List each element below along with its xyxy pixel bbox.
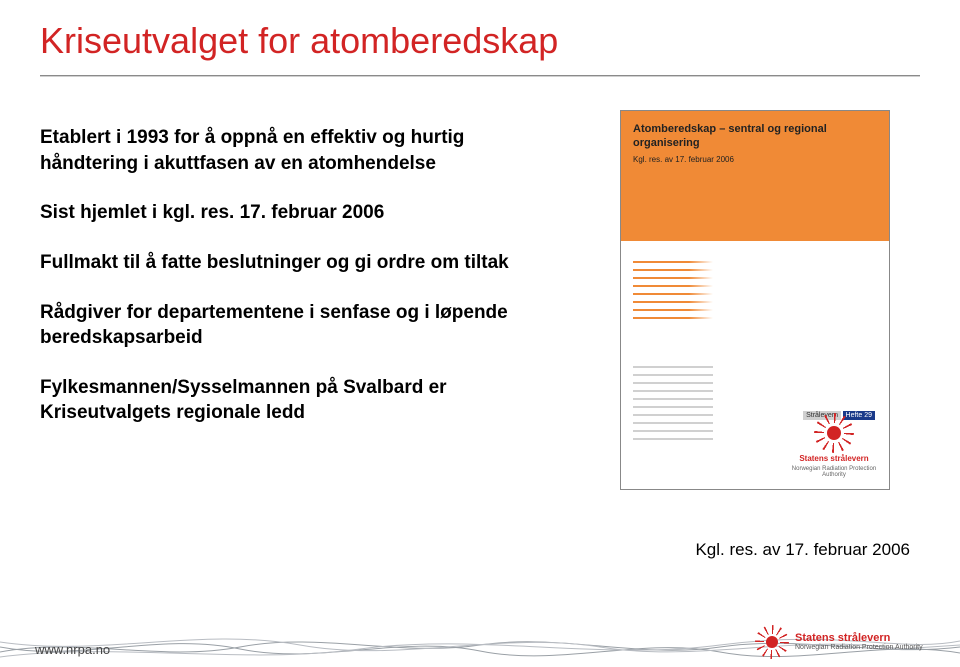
content-block: Etablert i 1993 for å oppnå en effektiv … <box>40 125 540 450</box>
thumbnail-header: Atomberedskap – sentral og regional orga… <box>621 111 889 241</box>
footer-url: www.nrpa.no <box>35 642 110 657</box>
bullet-2: Sist hjemlet i kgl. res. 17. februar 200… <box>40 200 540 226</box>
thumbnail-org-sub: Norwegian Radiation Protection Authority <box>789 466 879 479</box>
thumbnail-subtitle: Kgl. res. av 17. februar 2006 <box>633 155 734 164</box>
document-thumbnail: Atomberedskap – sentral og regional orga… <box>620 110 890 490</box>
footer-logo: Statens strålevern Norwegian Radiation P… <box>755 623 935 661</box>
thumbnail-org-name: Statens strålevern <box>789 455 879 464</box>
footer-org-sub: Norwegian Radiation Protection Authority <box>795 644 923 651</box>
bullet-1: Etablert i 1993 for å oppnå en effektiv … <box>40 125 540 176</box>
thumbnail-logo: Statens strålevern Norwegian Radiation P… <box>789 413 879 479</box>
thumbnail-title: Atomberedskap – sentral og regional orga… <box>633 123 889 151</box>
thumbnail-caption: Kgl. res. av 17. februar 2006 <box>695 540 910 560</box>
sun-icon <box>755 625 789 659</box>
title-underline <box>40 75 920 77</box>
slide: Kriseutvalget for atomberedskap Etablert… <box>0 0 960 667</box>
bullet-3: Fullmakt til å fatte beslutninger og gi … <box>40 250 540 276</box>
thumbnail-decorative-lines <box>633 261 713 325</box>
sun-icon <box>814 413 854 453</box>
footer-org-name: Statens strålevern <box>795 633 923 645</box>
bullet-5: Fylkesmannen/Sysselmannen på Svalbard er… <box>40 375 540 426</box>
bullet-4: Rådgiver for departementene i senfase og… <box>40 300 540 351</box>
slide-footer: www.nrpa.no Statens strålevern Norwegian… <box>0 617 960 667</box>
thumbnail-decorative-lines-grey <box>633 366 713 446</box>
slide-title: Kriseutvalget for atomberedskap <box>40 20 558 62</box>
